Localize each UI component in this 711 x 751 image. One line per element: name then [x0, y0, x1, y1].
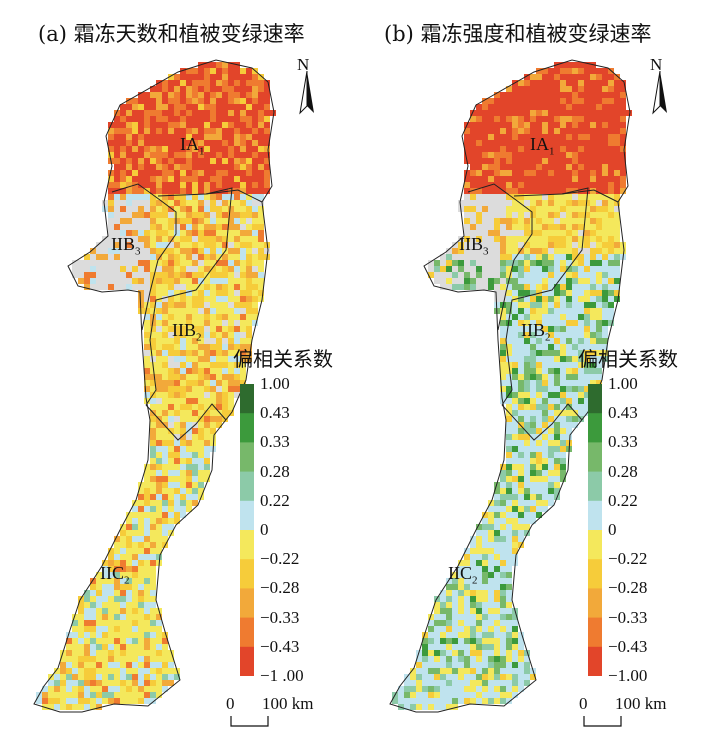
- legend-swatch: [588, 384, 602, 414]
- panel-b: (b) 霜冻强度和植被变绿速率 N IA1 IIB3 IIB2 IIC2 偏相关…: [356, 0, 711, 751]
- scale-bar: 0 100 km: [579, 694, 689, 734]
- legend-label: 1.00: [608, 374, 638, 393]
- legend-swatch: [588, 588, 602, 619]
- legend-swatch: [240, 500, 254, 531]
- legend-label: 0: [260, 520, 269, 539]
- legend-label: −0.22: [608, 549, 648, 569]
- region-boundary: [501, 403, 583, 441]
- legend-label: 1.00: [260, 374, 290, 393]
- region-boundary: [145, 187, 233, 406]
- legend-label: 0.22: [608, 490, 638, 510]
- legend-swatch: [588, 617, 602, 648]
- legend-label: −1.00: [608, 666, 648, 685]
- legend-label: 0.43: [608, 403, 638, 423]
- legend-swatch: [240, 530, 254, 560]
- legend-colorbar: [588, 384, 602, 676]
- legend-swatch: [240, 413, 254, 443]
- legend-swatch: [588, 530, 602, 560]
- legend-swatch: [240, 559, 254, 589]
- legend-swatch: [240, 646, 254, 676]
- region-boundary: [513, 189, 619, 203]
- north-arrow-icon: N: [645, 55, 675, 115]
- legend-swatch: [588, 500, 602, 531]
- legend-swatch: [588, 471, 602, 502]
- legend-label: 0.28: [260, 461, 290, 481]
- legend-title: 偏相关系数: [578, 347, 678, 371]
- region-label-ia1: IA1: [180, 134, 205, 158]
- legend-colorbar: [240, 384, 254, 676]
- scale-bar: 0 100 km: [226, 694, 336, 734]
- legend-swatch: [240, 384, 254, 414]
- region-boundary: [111, 183, 177, 331]
- panel-title: (a) 霜冻天数和植被变绿速率: [38, 22, 305, 46]
- legend-swatch: [240, 617, 254, 648]
- legend-label: −0.43: [260, 636, 300, 656]
- region-label-iib3: IIB3: [459, 234, 489, 258]
- map-b: [389, 59, 632, 713]
- legend-swatch: [588, 646, 602, 676]
- region-label-iic2: IIC2: [100, 563, 130, 587]
- legend-swatch: [588, 559, 602, 589]
- region-label-iib2: IIB2: [521, 320, 551, 344]
- legend-title: 偏相关系数: [233, 347, 333, 371]
- legend-label: 0.33: [608, 432, 638, 452]
- panel-a: (a) 霜冻天数和植被变绿速率 N IA1 IIB3 IIB2 IIC2 偏相关…: [0, 0, 355, 751]
- region-label-iib3: IIB3: [111, 234, 141, 258]
- legend-swatch: [240, 471, 254, 502]
- region-boundary: [467, 183, 533, 331]
- north-arrow-icon: N: [292, 55, 322, 115]
- legend-label: −0.33: [260, 607, 300, 627]
- legend-swatch: [240, 442, 254, 473]
- legend-label: −1 .00: [260, 666, 304, 685]
- legend-swatch: [240, 588, 254, 619]
- region-boundary: [145, 403, 227, 441]
- legend-label: 0.22: [260, 490, 290, 510]
- legend-label: −0.28: [260, 578, 300, 598]
- legend-label: −0.43: [608, 636, 648, 656]
- map-a: [33, 59, 276, 713]
- legend-label: 0.33: [260, 432, 290, 452]
- region-label-ia1: IA1: [530, 134, 555, 158]
- region-boundary: [157, 189, 263, 203]
- legend-label: 0.43: [260, 403, 290, 423]
- legend-label: −0.22: [260, 549, 300, 569]
- legend-label: −0.33: [608, 607, 648, 627]
- legend-swatch: [588, 413, 602, 443]
- region-label-iib2: IIB2: [172, 320, 202, 344]
- legend-label: 0.28: [608, 461, 638, 481]
- legend-swatch: [588, 442, 602, 473]
- legend-label: −0.28: [608, 578, 648, 598]
- legend-label: 0: [608, 520, 617, 539]
- region-label-iic2: IIC2: [448, 563, 478, 587]
- region-boundary: [501, 187, 589, 406]
- panel-title: (b) 霜冻强度和植被变绿速率: [384, 22, 652, 46]
